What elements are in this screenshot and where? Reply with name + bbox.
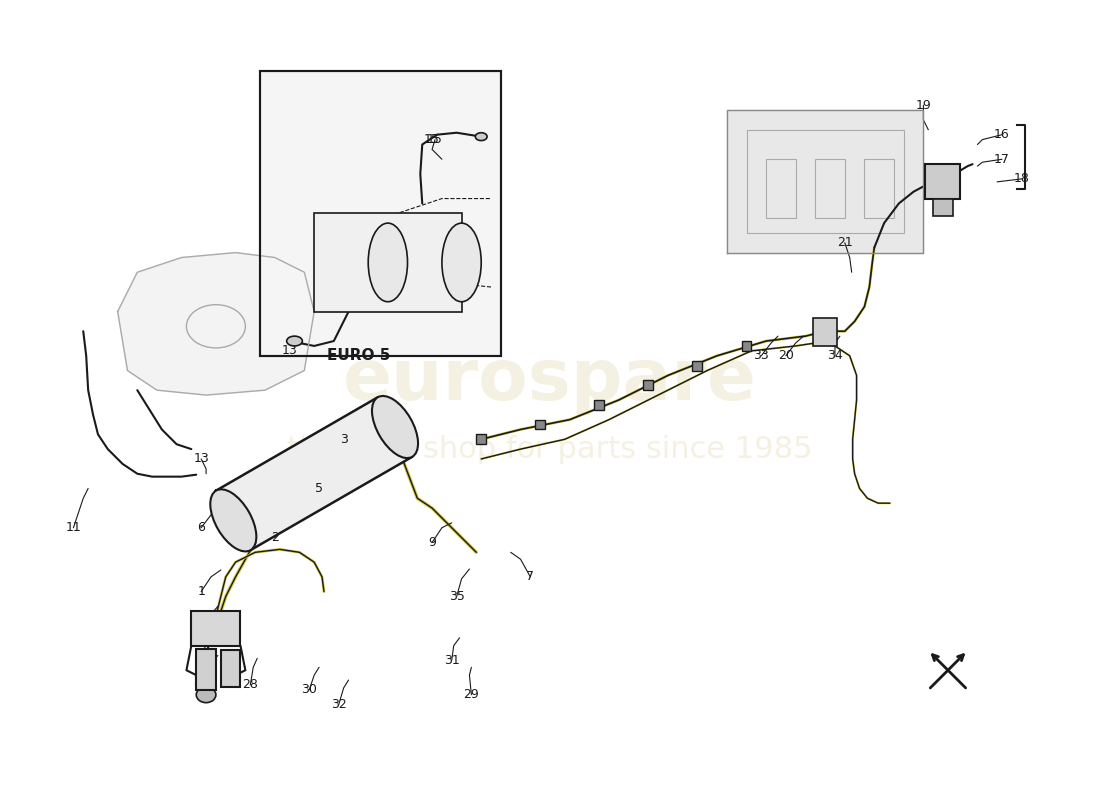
Bar [925, 164, 960, 198]
Bar [536, 420, 546, 430]
Bar [315, 214, 462, 311]
Bar [767, 159, 795, 218]
Ellipse shape [372, 396, 418, 458]
Ellipse shape [442, 223, 481, 302]
Ellipse shape [210, 490, 256, 551]
Bar [815, 159, 845, 218]
Text: 21: 21 [837, 236, 852, 250]
Text: 29: 29 [463, 688, 480, 702]
Text: 5: 5 [315, 482, 323, 495]
Text: 28: 28 [242, 678, 258, 691]
Text: 16: 16 [994, 128, 1010, 141]
Text: the no.1 shop for parts since 1985: the no.1 shop for parts since 1985 [287, 434, 813, 464]
Text: eurospare: eurospare [343, 346, 757, 415]
Text: 7: 7 [526, 570, 535, 583]
Bar [191, 611, 241, 646]
Ellipse shape [205, 619, 228, 642]
Ellipse shape [368, 223, 407, 302]
Text: 20: 20 [778, 350, 794, 362]
Text: EURO 5: EURO 5 [327, 348, 390, 363]
Text: 2: 2 [271, 531, 278, 544]
Polygon shape [118, 253, 315, 395]
Polygon shape [216, 398, 412, 550]
Text: 13: 13 [194, 453, 209, 466]
Text: 35: 35 [449, 590, 464, 603]
Text: 1: 1 [197, 585, 205, 598]
Text: 19: 19 [915, 98, 932, 112]
Text: 25: 25 [194, 619, 209, 633]
Bar [933, 198, 953, 216]
Text: 9: 9 [428, 536, 436, 549]
Text: 30: 30 [301, 683, 317, 696]
Ellipse shape [287, 336, 303, 346]
Ellipse shape [196, 687, 216, 702]
Text: 27: 27 [194, 674, 209, 686]
Text: 13: 13 [282, 344, 297, 358]
Text: 15: 15 [425, 133, 440, 146]
Text: 11: 11 [66, 522, 81, 534]
Bar [221, 650, 241, 687]
Bar [644, 380, 653, 390]
Text: 17: 17 [994, 153, 1010, 166]
Ellipse shape [475, 133, 487, 141]
Ellipse shape [818, 322, 832, 331]
Text: 26: 26 [198, 644, 214, 657]
Text: 18: 18 [1014, 173, 1030, 186]
Bar [476, 434, 486, 444]
Text: 34: 34 [827, 350, 843, 362]
Text: 31: 31 [444, 654, 460, 667]
Polygon shape [727, 110, 923, 253]
Text: 32: 32 [331, 698, 346, 711]
Bar [196, 649, 216, 690]
Bar [741, 341, 751, 351]
Text: 15: 15 [427, 133, 443, 146]
Text: 33: 33 [754, 350, 769, 362]
Bar [594, 400, 604, 410]
Bar [813, 318, 837, 346]
Text: 6: 6 [197, 522, 205, 534]
Text: 4: 4 [404, 423, 411, 436]
Bar [260, 71, 500, 356]
Bar [865, 159, 894, 218]
Bar [693, 361, 702, 370]
Bar [260, 71, 500, 356]
Text: 3: 3 [340, 433, 348, 446]
